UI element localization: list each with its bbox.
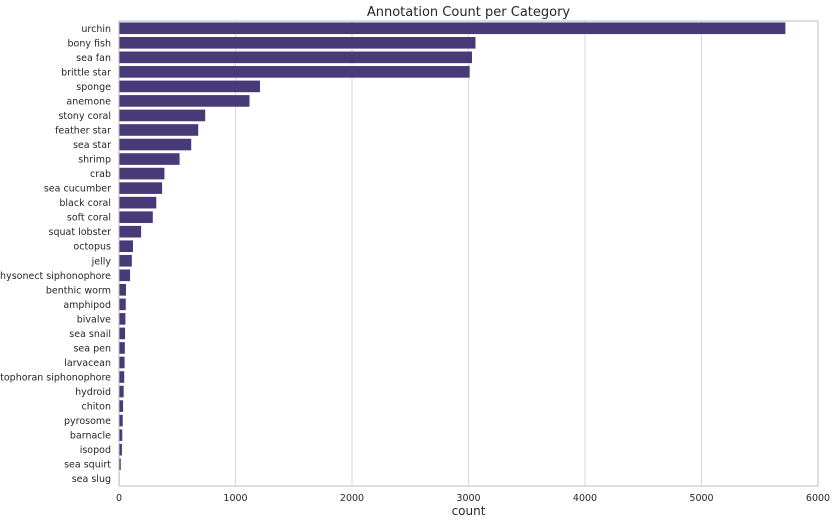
bar (119, 36, 476, 49)
bar (119, 22, 786, 35)
category-label: soft coral (67, 213, 111, 224)
category-label: sea slug (72, 474, 111, 485)
category-label: sea star (73, 140, 111, 151)
bar (119, 342, 125, 354)
bar (119, 371, 125, 383)
category-label: chiton (82, 402, 111, 413)
bar (119, 138, 192, 151)
bar (119, 284, 126, 296)
bar (119, 400, 124, 412)
category-label: sea fan (76, 53, 111, 64)
category-labels: urchin bony fish sea fan brittle star sponge… (0, 24, 111, 485)
bar (119, 66, 470, 78)
bar (119, 153, 180, 165)
bar (119, 327, 126, 340)
category-label: brittle star (61, 67, 111, 78)
category-label: benthic worm (46, 285, 111, 296)
bar (119, 254, 132, 267)
x-tick-labels: 0 1000 2000 3000 4000 5000 6000 (116, 493, 830, 504)
category-label: squat lobster (49, 227, 112, 238)
bar (119, 95, 250, 107)
x-tick-label: 2000 (340, 493, 364, 504)
category-label: hydroid (75, 387, 111, 398)
bar (119, 211, 153, 223)
bar (119, 167, 165, 180)
bar (119, 225, 142, 238)
category-label: amphipod (63, 300, 111, 311)
category-label: bony fish (68, 38, 111, 49)
category-label: stony coral (58, 111, 111, 122)
category-label: octopus (73, 242, 111, 253)
category-label: sea cucumber (44, 184, 111, 195)
bar (119, 51, 472, 64)
bars (119, 22, 786, 485)
bar (119, 385, 124, 398)
category-label: isopod (80, 445, 111, 456)
bar (119, 356, 125, 369)
category-label: sea pen (73, 343, 111, 354)
category-label: bivalve (77, 314, 111, 325)
x-tick-label: 4000 (573, 493, 597, 504)
x-tick-label: 3000 (456, 493, 480, 504)
x-tick-label: 0 (116, 493, 122, 504)
bar (119, 313, 126, 325)
category-label: sea snail (69, 329, 111, 340)
plot-frame (118, 20, 819, 487)
bar (119, 240, 133, 253)
chart-title: Annotation Count per Category (367, 5, 571, 20)
category-label: crab (90, 169, 111, 180)
category-label: pyrosome (64, 416, 111, 427)
x-axis-label: count (452, 504, 486, 518)
category-label: urchin (81, 24, 111, 35)
bar (119, 429, 123, 441)
bar (119, 298, 126, 311)
category-label: anemone (66, 96, 111, 107)
category-label: larvacean (64, 358, 111, 369)
bar (119, 80, 260, 93)
category-label: sea squirt (64, 460, 111, 471)
bar (119, 182, 163, 194)
bar (119, 458, 121, 471)
bar (119, 414, 123, 427)
x-tick-label: 5000 (689, 493, 713, 504)
category-label: barnacle (70, 431, 111, 442)
x-tick-label: 6000 (806, 493, 830, 504)
bar (119, 269, 131, 282)
category-label: black coral (59, 198, 111, 209)
category-label: shrimp (78, 155, 111, 166)
category-label: feather star (55, 125, 111, 136)
category-label: jelly (91, 256, 112, 267)
bar (119, 109, 206, 122)
x-tick-label: 1000 (223, 493, 247, 504)
bar (119, 124, 199, 136)
category-label: physonect siphonophore (0, 271, 111, 282)
bar (119, 443, 122, 456)
category-label: cystophoran siphonophore (0, 373, 111, 384)
category-label: sponge (76, 82, 111, 93)
bar (119, 196, 157, 209)
